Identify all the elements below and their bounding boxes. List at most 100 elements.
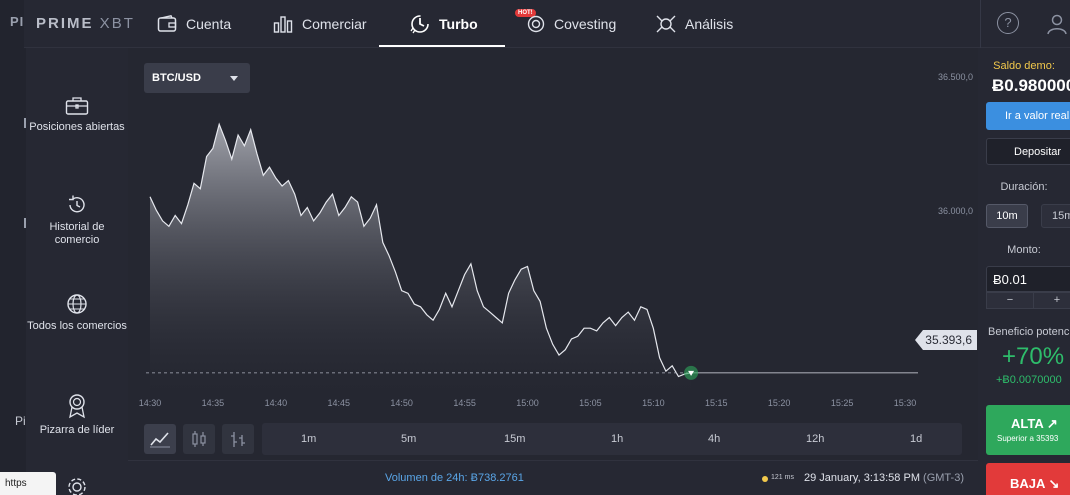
sidebar-item-all-trades[interactable]: Todos los comercios xyxy=(26,293,128,333)
tab-label: Turbo xyxy=(439,16,478,32)
tab-label: Comerciar xyxy=(302,16,367,32)
duration-10m[interactable]: 10m xyxy=(986,204,1028,228)
bar-chart-icon xyxy=(273,16,293,33)
area-chart-button[interactable] xyxy=(144,424,176,454)
pair-selector[interactable]: BTC/USD xyxy=(144,63,250,93)
side-marker xyxy=(24,218,26,228)
side-marker xyxy=(24,118,26,128)
y-tick-label: 36.500,0 xyxy=(938,72,973,82)
hot-badge: HOT! xyxy=(515,9,536,17)
turbo-icon xyxy=(410,15,429,34)
tab-cuenta[interactable]: Cuenta xyxy=(157,0,231,48)
x-tick-label: 15:05 xyxy=(579,398,602,408)
sidebar-item-open-positions[interactable]: Posiciones abiertas xyxy=(26,96,128,134)
arrow-up-right-icon: ↗ xyxy=(1046,416,1058,431)
x-tick-label: 14:55 xyxy=(453,398,476,408)
bars-icon xyxy=(231,432,245,447)
x-tick-label: 15:20 xyxy=(768,398,791,408)
tab-label: Análisis xyxy=(685,16,734,32)
wallet-icon xyxy=(157,15,177,32)
briefcase-icon xyxy=(65,97,89,115)
go-real-button[interactable]: Ir a valor real xyxy=(986,102,1070,130)
chevron-down-icon xyxy=(230,76,238,81)
candles-button[interactable] xyxy=(183,424,215,454)
down-button-label: BAJA ↘ xyxy=(1010,476,1060,491)
bars-button[interactable] xyxy=(222,424,254,454)
profit-label: Beneficio potencial xyxy=(988,326,1070,338)
increase-button[interactable]: + xyxy=(1053,294,1061,306)
sidebar-item-leaderboard[interactable]: Pizarra de líder xyxy=(26,393,128,437)
area-chart-icon xyxy=(150,432,170,448)
profit-percent: +70% xyxy=(1002,343,1065,370)
sidebar-item-label: Historial de comercio xyxy=(49,221,105,246)
medal-icon xyxy=(69,394,85,419)
timeframe-bar: 1m 5m 15m 1h 4h 12h 1d xyxy=(262,423,962,455)
decrease-button[interactable]: − xyxy=(987,293,1034,308)
question-icon[interactable]: ? xyxy=(997,12,1019,34)
duration-15m[interactable]: 15m xyxy=(1041,204,1070,228)
timeframe-5m[interactable]: 5m xyxy=(401,433,417,445)
timeframe-15m[interactable]: 15m xyxy=(504,433,526,445)
price-area-fill xyxy=(150,124,692,399)
tab-covesting[interactable]: Covesting xyxy=(527,0,616,48)
marker-arrow-icon xyxy=(688,370,695,376)
x-tick-label: 14:30 xyxy=(139,398,162,408)
sidebar-item-label: Pizarra de líder xyxy=(39,424,115,436)
sidebar-item-trade-history[interactable]: Historial de comercio xyxy=(26,194,128,247)
price-chart[interactable]: 36.500,036.000,035.500,014:3014:3514:401… xyxy=(128,48,978,460)
volume-24h: Volumen de 24h: Ƀ738.2761 xyxy=(385,472,524,484)
profit-amount: +Ƀ0.0070000 xyxy=(996,374,1062,386)
brand-fragment: PI xyxy=(10,14,25,29)
candles-icon xyxy=(192,431,206,447)
x-tick-label: 14:45 xyxy=(327,398,350,408)
demo-balance-value: Ƀ0.9800000 xyxy=(992,76,1070,95)
x-tick-label: 15:00 xyxy=(516,398,539,408)
sidebar-item-label: Todos los comercios xyxy=(27,320,127,332)
tab-comerciar[interactable]: Comerciar xyxy=(273,0,367,48)
browser-status-chip: https xyxy=(0,472,56,495)
x-tick-label: 14:50 xyxy=(390,398,413,408)
tab-label: Cuenta xyxy=(186,16,232,32)
amount-stepper: − + xyxy=(986,292,1070,309)
clock: 29 January, 3:13:58 PM (GMT-3) xyxy=(804,472,964,484)
down-button[interactable]: BAJA ↘ xyxy=(986,463,1070,495)
chart-toolbar: 1m 5m 15m 1h 4h 12h 1d xyxy=(128,420,978,460)
status-bar: Volumen de 24h: Ƀ738.2761 121 ms 29 Janu… xyxy=(128,460,978,495)
collapsed-side-strip xyxy=(0,48,26,495)
up-button[interactable]: ALTA ↗ Superior a 35393 xyxy=(986,405,1070,455)
timeframe-1h[interactable]: 1h xyxy=(611,433,624,445)
ping-value: 121 ms xyxy=(771,474,794,481)
settings-icon xyxy=(68,478,86,495)
amount-input[interactable]: Ƀ0.01 xyxy=(986,266,1070,292)
y-tick-label: 36.000,0 xyxy=(938,206,973,216)
x-tick-label: 15:10 xyxy=(642,398,665,408)
tab-turbo[interactable]: Turbo xyxy=(410,0,478,48)
brand-strip xyxy=(0,0,24,48)
price-line xyxy=(149,122,692,378)
timeframe-1m[interactable]: 1m xyxy=(301,433,317,445)
top-navigation: PI PRIME XBT Cuenta Comerciar Turbo HOT!… xyxy=(0,0,1070,48)
timeframe-1d[interactable]: 1d xyxy=(910,433,923,445)
divider xyxy=(980,0,981,48)
deposit-button[interactable]: Depositar xyxy=(986,138,1070,165)
x-tick-label: 15:30 xyxy=(894,398,917,408)
duration-label: Duración: xyxy=(1000,181,1048,193)
area-chart[interactable]: 36.500,036.000,035.500,014:3014:3514:401… xyxy=(128,48,978,420)
active-tab-indicator xyxy=(379,45,505,47)
user-icon[interactable] xyxy=(1046,13,1068,35)
timeframe-4h[interactable]: 4h xyxy=(708,433,721,445)
sidebar-item-more[interactable] xyxy=(26,476,128,495)
arrow-down-right-icon: ↘ xyxy=(1048,476,1060,491)
demo-balance-label: Saldo demo: xyxy=(993,60,1055,72)
trade-panel: Saldo demo: Ƀ0.9800000 Ir a valor real D… xyxy=(978,48,1070,495)
x-tick-label: 15:25 xyxy=(831,398,854,408)
primexbt-logo[interactable]: PRIME XBT xyxy=(36,15,135,32)
up-button-label: ALTA ↗ xyxy=(1011,416,1058,431)
timeframe-12h[interactable]: 12h xyxy=(806,433,825,445)
analysis-icon xyxy=(656,15,676,33)
tab-analisis[interactable]: Análisis xyxy=(656,0,733,48)
pair-label: BTC/USD xyxy=(152,72,201,84)
tab-label: Covesting xyxy=(554,16,617,32)
history-icon xyxy=(69,195,85,213)
up-button-sub: Superior a 35393 xyxy=(997,434,1059,443)
